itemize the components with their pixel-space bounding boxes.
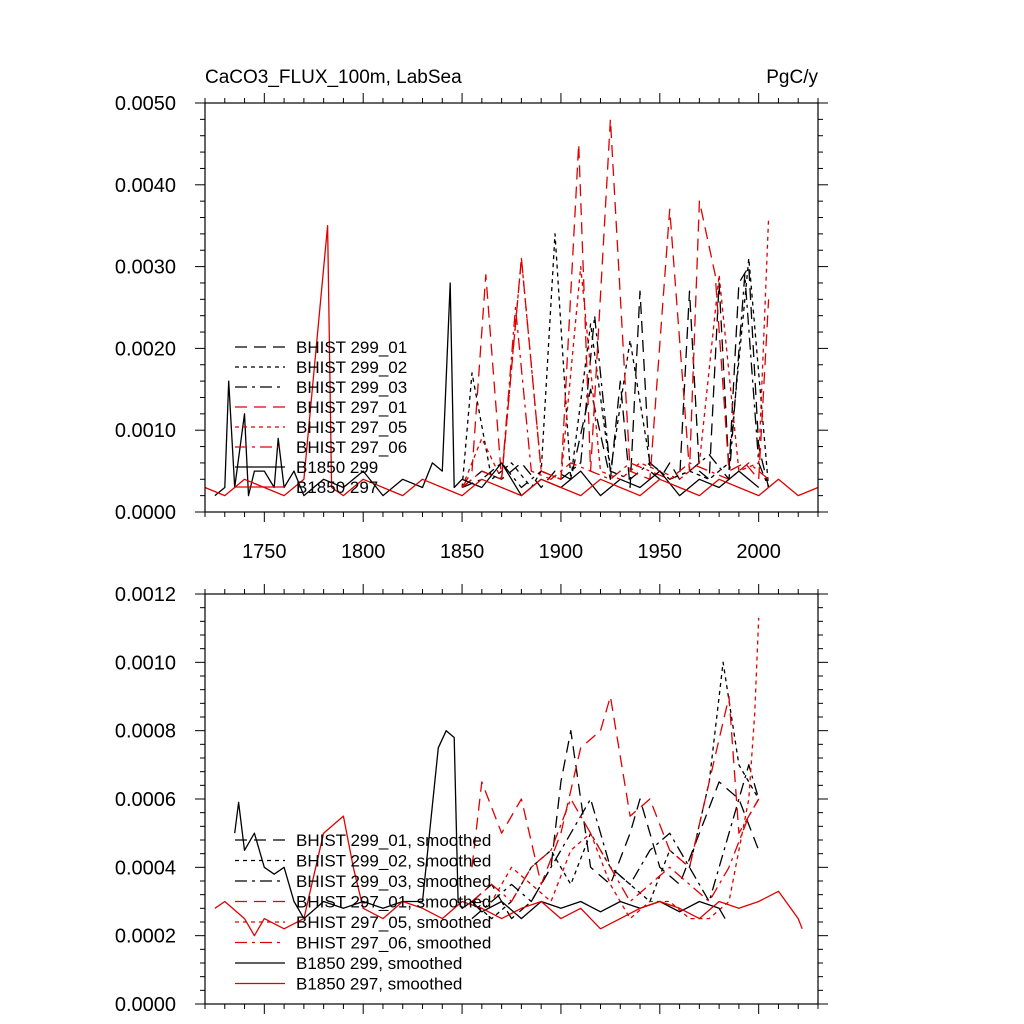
bottom-legend-label: BHIST 297_01, smoothed bbox=[296, 893, 491, 912]
top-x-tick-label: 1800 bbox=[341, 541, 386, 563]
top-legend-label: BHIST 297_01 bbox=[296, 398, 407, 417]
top-legend-label: BHIST 299_02 bbox=[296, 358, 407, 377]
top-series-line-0 bbox=[461, 265, 770, 489]
top-legend-label: B1850 297 bbox=[296, 478, 378, 497]
top-axes-group: 1750 1800 1850 1900 1950 2000 0.0000 0.0010 0.00… bbox=[115, 93, 828, 563]
top-y-tick-label: 0.0020 bbox=[115, 338, 176, 360]
bottom-series-line-2 bbox=[471, 764, 760, 920]
bottom-series-line-5 bbox=[471, 798, 760, 903]
bottom-series-line-4 bbox=[472, 617, 760, 920]
bottom-y-tick-label: 0.0010 bbox=[115, 652, 176, 674]
bottom-legend-label: BHIST 297_05, smoothed bbox=[296, 913, 491, 932]
chart-title: CaCO3_FLUX_100m, LabSea bbox=[205, 67, 462, 88]
bottom-legend-label: BHIST 299_01, smoothed bbox=[296, 831, 491, 850]
bottom-y-tick-label: 0.0006 bbox=[115, 789, 176, 811]
top-legend-label: BHIST 297_06 bbox=[296, 438, 407, 457]
top-y-tick-label: 0.0040 bbox=[115, 175, 176, 197]
top-x-tick-label: 1950 bbox=[638, 541, 683, 563]
top-series-line-4 bbox=[461, 217, 770, 488]
top-series-line-5 bbox=[461, 306, 770, 488]
units-label: PgC/y bbox=[766, 67, 818, 88]
bottom-legend-label: BHIST 297_06, smoothed bbox=[296, 934, 491, 953]
bottom-legend-label: B1850 297, smoothed bbox=[296, 975, 462, 994]
top-plot-frame bbox=[204, 102, 819, 513]
top-y-tick-label: 0.0050 bbox=[115, 93, 176, 115]
bottom-axes-group: 0.0000 0.0002 0.0004 0.0006 0.0008 0.0010 0.00… bbox=[115, 584, 828, 1016]
top-legend-label: B1850 299 bbox=[296, 458, 378, 477]
bottom-series-line-3 bbox=[471, 695, 760, 886]
bottom-legend-label: BHIST 299_02, smoothed bbox=[296, 852, 491, 871]
bottom-series-line-6 bbox=[234, 730, 726, 920]
top-series-line-6 bbox=[214, 282, 760, 497]
bottom-legend: BHIST 299_01, smoothed BHIST 299_02, smoo… bbox=[235, 831, 491, 994]
bottom-series-group bbox=[214, 617, 803, 937]
bottom-y-tick-label: 0.0004 bbox=[115, 857, 176, 879]
top-x-tick-label: 1750 bbox=[242, 541, 287, 563]
bottom-series-line-7 bbox=[214, 815, 803, 937]
top-y-tick-label: 0.0000 bbox=[115, 502, 176, 524]
bottom-y-tick-label: 0.0012 bbox=[115, 584, 176, 606]
top-panel: CaCO3_FLUX_100m, LabSea PgC/y 1750 1800 18… bbox=[115, 67, 828, 563]
top-x-tick-label: 1900 bbox=[539, 541, 584, 563]
top-series-line-1 bbox=[461, 233, 770, 489]
bottom-y-tick-label: 0.0002 bbox=[115, 926, 176, 948]
top-y-tick-label: 0.0010 bbox=[115, 420, 176, 442]
bottom-legend-label: B1850 299, smoothed bbox=[296, 954, 462, 973]
bottom-legend-label: BHIST 299_03, smoothed bbox=[296, 872, 491, 891]
top-y-tick-label: 0.0030 bbox=[115, 257, 176, 279]
top-legend-label: BHIST 299_01 bbox=[296, 338, 407, 357]
bottom-y-tick-label: 0.0000 bbox=[115, 994, 176, 1016]
top-legend-label: BHIST 299_03 bbox=[296, 378, 407, 397]
bottom-panel: 0.0000 0.0002 0.0004 0.0006 0.0008 0.0010 0.00… bbox=[115, 584, 828, 1016]
top-x-tick-label: 2000 bbox=[736, 541, 781, 563]
top-series-group bbox=[204, 118, 819, 497]
bottom-y-tick-label: 0.0008 bbox=[115, 721, 176, 743]
top-legend-label: BHIST 297_05 bbox=[296, 418, 407, 437]
top-x-tick-label: 1850 bbox=[440, 541, 485, 563]
top-series-line-7 bbox=[204, 225, 819, 497]
